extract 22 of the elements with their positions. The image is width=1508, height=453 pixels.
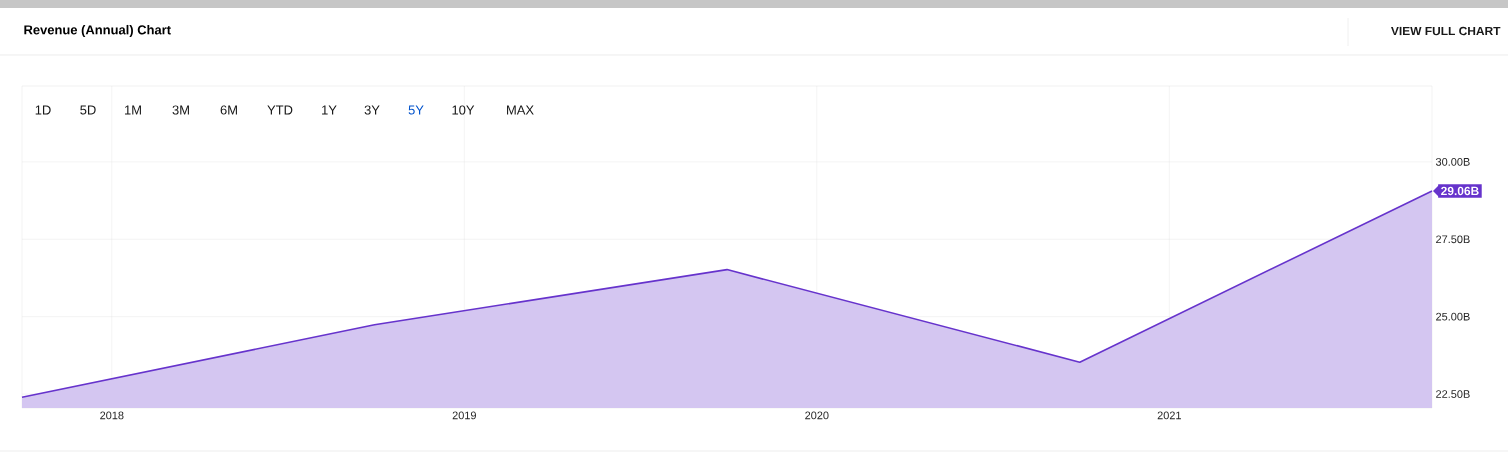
y-tick-label: 27.50B [1436, 235, 1470, 244]
annotation: 3M [172, 105, 189, 115]
annotation: 6M [220, 105, 237, 115]
annotation: 1D [35, 105, 51, 115]
text: VIEW FULL CHART [1391, 26, 1501, 36]
chart-title: Revenue (Annual) Chart [24, 24, 171, 38]
annotation: 10Y [452, 105, 475, 115]
annotation: 1M [124, 105, 141, 115]
annotation: 5D [80, 105, 96, 115]
x-tick-label: 2019 [452, 411, 476, 420]
annotation: 5Y [408, 105, 424, 115]
annotation: 1Y [322, 105, 337, 115]
annotation: YTD [267, 105, 293, 115]
annotation: 29.06B [1441, 186, 1479, 196]
y-tick-label: 25.00B [1436, 312, 1470, 321]
annotation: MAX [507, 105, 534, 115]
annotation: 3Y [364, 105, 380, 115]
x-tick-label: 2020 [805, 411, 829, 420]
y-tick-label: 30.00B [1435, 157, 1470, 166]
x-tick-label: 2021 [1157, 411, 1181, 420]
x-tick-label: 2018 [100, 411, 124, 420]
y-tick-label: 22.50B [1436, 390, 1470, 398]
